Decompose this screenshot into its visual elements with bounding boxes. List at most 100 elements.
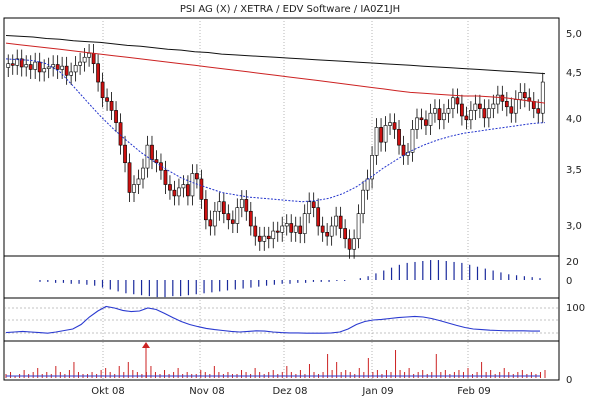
volume-tick-label: 0: [566, 375, 572, 386]
candle-body: [365, 178, 370, 191]
candle-body: [316, 207, 321, 227]
candle-body: [374, 127, 379, 156]
candle-body: [271, 230, 276, 240]
candle-body: [33, 61, 38, 70]
candle-body: [437, 108, 442, 121]
candle-body: [82, 56, 87, 63]
candle-body: [513, 99, 518, 114]
candle-body: [352, 238, 356, 250]
candle-body: [424, 119, 428, 126]
candle-body: [163, 169, 168, 185]
candle-body: [78, 61, 82, 66]
osc-panel-frame: [3, 255, 560, 299]
candle-body: [172, 189, 177, 197]
candle-body: [73, 65, 78, 73]
ma-mid-line: [5, 42, 546, 104]
candle-body: [177, 187, 181, 197]
candle-body: [491, 103, 496, 109]
candle-body: [338, 215, 343, 229]
candle-body: [46, 66, 51, 69]
candle-body: [186, 184, 190, 197]
candle-body: [199, 178, 204, 200]
candle-body: [428, 112, 433, 126]
candle-body: [15, 58, 20, 66]
candle-body: [329, 225, 334, 237]
candle-body: [388, 122, 392, 126]
candle-body: [280, 225, 285, 233]
candle-body: [37, 61, 42, 73]
candle-body: [486, 108, 491, 119]
candle-body: [415, 117, 419, 130]
candle-body: [293, 225, 298, 233]
oscillator-bars: [39, 260, 541, 298]
candle-body: [275, 230, 280, 233]
price-tick-label: 5,0: [566, 29, 582, 40]
candle-body: [154, 159, 159, 164]
candle-body: [464, 115, 469, 121]
candle-body: [55, 64, 60, 70]
candle-body: [100, 81, 105, 99]
candle-body: [262, 235, 267, 242]
candle-body: [168, 184, 172, 191]
candle-body: [230, 219, 235, 224]
candle-body: [383, 125, 388, 143]
chart-title: PSI AG (X) / XETRA / EDV Software / IA0Z…: [180, 4, 400, 15]
x-tick-label: Jan 09: [361, 386, 393, 397]
candle-body: [361, 189, 365, 214]
candle-body: [320, 225, 325, 233]
osc-tick-label: 20: [566, 257, 579, 268]
candle-body: [307, 201, 312, 214]
candle-body: [522, 92, 527, 99]
candle-body: [289, 223, 294, 233]
candle-body: [244, 199, 249, 212]
candle-body: [69, 71, 74, 76]
x-axis: Okt 08 Nov 08 Dez 08 Jan 09 Feb 09: [91, 386, 491, 397]
candle-body: [150, 144, 154, 160]
candle-body: [123, 144, 127, 164]
candle-body: [60, 65, 65, 70]
candle-body: [221, 201, 226, 214]
candle-body: [451, 97, 455, 109]
candle-body: [397, 129, 401, 146]
candle-body: [446, 108, 451, 114]
candle-body: [356, 213, 361, 240]
candle-body: [379, 127, 383, 143]
candle-body: [257, 235, 262, 242]
candle-body: [118, 122, 123, 146]
volume-bars: [5, 342, 546, 378]
volume-panel-frame: [3, 340, 560, 381]
candle-body: [132, 184, 136, 193]
candle-body: [419, 117, 424, 121]
candle-body: [91, 52, 96, 65]
candle-body: [334, 215, 339, 227]
candle-body: [195, 173, 199, 180]
candle-body: [42, 68, 47, 73]
candle-body: [28, 64, 33, 70]
candle-body: [473, 103, 478, 111]
candle-body: [212, 210, 217, 227]
x-tick-label: Dez 08: [272, 386, 307, 397]
price-tick-label: 4,0: [566, 114, 582, 125]
candle-body: [410, 129, 415, 153]
candle-body: [302, 213, 307, 234]
candle-body: [370, 155, 374, 180]
ma-short-line: [5, 58, 546, 203]
candle-body: [105, 97, 109, 102]
candle-body: [442, 112, 446, 121]
price-tick-label: 3,5: [566, 165, 582, 176]
candle-body: [325, 232, 330, 237]
grid-lines: [4, 18, 559, 380]
line-tick-label: 100: [566, 303, 585, 314]
candle-body: [531, 101, 536, 109]
price-axis: 5,0 4,5 4,0 3,5 3,0: [566, 29, 582, 232]
x-tick-label: Nov 08: [189, 386, 224, 397]
price-tick-label: 3,0: [566, 221, 582, 232]
candle-body: [6, 63, 11, 68]
candle-body: [217, 201, 222, 212]
candle-body: [226, 213, 231, 221]
candle-body: [284, 223, 289, 227]
x-tick-label: Feb 09: [457, 386, 491, 397]
candle-body: [500, 94, 505, 102]
candle-body: [114, 110, 118, 123]
line-axis: 100: [566, 303, 585, 314]
